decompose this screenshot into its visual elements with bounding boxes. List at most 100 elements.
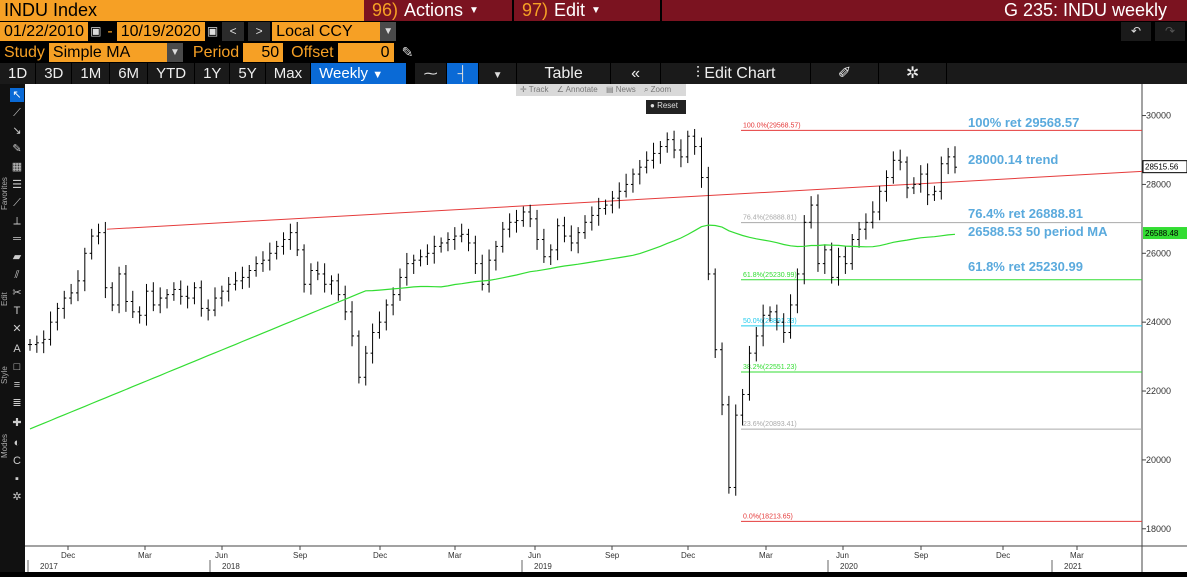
grid-tool-icon[interactable]: ▦ (11, 161, 23, 173)
fib-label: 0.0%(18213.65) (743, 513, 793, 520)
offset-field[interactable]: 0 (337, 43, 394, 62)
timeframe-1y[interactable]: 1Y (195, 63, 231, 84)
timeframe-5y[interactable]: 5Y (230, 63, 266, 84)
x-tick-label: Dec (681, 551, 695, 560)
line-tool-icon[interactable]: ⟋ (13, 107, 21, 119)
hline-tool-icon[interactable]: ═ (13, 233, 21, 245)
chart-area[interactable]: 18000 20000 22000 24000 26000 28000 30000 Dec Ma… (0, 84, 1187, 572)
redo-icon[interactable]: ↷ (1155, 22, 1185, 41)
chevron-down-icon[interactable]: ▼ (380, 22, 397, 41)
lines-tool-icon[interactable]: ≡ (13, 379, 21, 391)
frequency-select[interactable]: Weekly ▼ (311, 63, 408, 84)
bars-tool-icon[interactable]: ≣ (12, 397, 22, 409)
currency-select[interactable]: Local CCY (272, 22, 381, 41)
prev-period-button[interactable]: < (222, 22, 245, 41)
timeframe-3d[interactable]: 3D (36, 63, 73, 84)
measure-tool-icon[interactable]: ✕ (12, 323, 22, 335)
period-field[interactable]: 50 (243, 43, 284, 62)
line-chart-icon[interactable]: ⁓ (415, 63, 448, 84)
pen-tool-icon[interactable]: ✎ (12, 143, 22, 155)
cross-tool-icon[interactable]: ✚ (12, 417, 22, 429)
settings-icon[interactable]: ✲ (12, 491, 22, 503)
fib-tool-icon[interactable]: ☰ (12, 179, 22, 191)
table-button[interactable]: Table (517, 63, 612, 84)
chart-svg: 18000 20000 22000 24000 26000 28000 30000 Dec Ma… (25, 84, 1187, 572)
fib-label: 38.2%(22551.23) (743, 364, 797, 371)
next-period-button[interactable]: > (248, 22, 271, 41)
arrow-tool-icon[interactable]: ↘ (12, 125, 22, 137)
x-tick-label: Jun (528, 551, 541, 560)
timeframe-group: 1D 3D 1M 6M YTD 1Y 5Y Max (0, 63, 312, 84)
x-tick-label: Mar (1070, 551, 1084, 560)
annotation-trend: 28000.14 trend (968, 152, 1058, 167)
y-tick-label: 28000 (1146, 179, 1171, 189)
chart-type-dropdown[interactable]: ▼ (479, 63, 518, 84)
zoom-button[interactable]: ⌕ Zoom (643, 85, 672, 94)
annotate-button[interactable]: ∠ Annotate (556, 85, 598, 94)
title-bar: G 235: INDU weekly (662, 0, 1187, 21)
pen-icon[interactable]: ✎ (401, 44, 414, 60)
collapse-icon[interactable]: « (611, 63, 662, 84)
x-tick-label: Mar (759, 551, 773, 560)
track-button[interactable]: ✛ Track (520, 85, 549, 94)
timeframe-ytd[interactable]: YTD (148, 63, 196, 84)
chevron-down-icon: ▼ (492, 70, 503, 81)
x-tick-label: Mar (448, 551, 462, 560)
erase-tool-icon[interactable]: ✂ (12, 287, 22, 299)
box-tool-icon[interactable]: □ (13, 361, 21, 373)
marker-icon[interactable]: ▪ (15, 473, 19, 485)
ticker-field[interactable]: INDU Index (0, 0, 364, 21)
chevron-down-icon[interactable]: ▼ (166, 43, 183, 62)
year-label: 2021 (1064, 562, 1082, 571)
x-tick-label: Jun (836, 551, 849, 560)
x-tick-label: Jun (215, 551, 228, 560)
end-date-field[interactable]: 10/19/2020 (116, 22, 205, 41)
chart-icon: ⫶ (695, 65, 705, 82)
actions-num: 96) (372, 0, 399, 20)
period-label: Period (192, 44, 240, 61)
ruler-icon[interactable]: ✐ (811, 63, 880, 84)
edit-chart-button[interactable]: ⫶ Edit Chart (661, 63, 812, 84)
gear-icon[interactable]: ✲ (879, 63, 948, 84)
pointer-icon[interactable]: ↖ (10, 88, 24, 102)
news-button[interactable]: ▤ News (605, 85, 636, 94)
calendar-icon[interactable]: ▣ (206, 24, 219, 38)
annotation-ret100: 100% ret 29568.57 (968, 115, 1079, 130)
undo-icon[interactable]: ↶ (1121, 22, 1151, 41)
timeframe-6m[interactable]: 6M (110, 63, 149, 84)
calendar-icon[interactable]: ▣ (90, 24, 102, 38)
annotation-ret618: 61.8% ret 25230.99 (968, 259, 1083, 274)
timeframe-1m[interactable]: 1M (72, 63, 111, 84)
x-tick-label: Dec (996, 551, 1010, 560)
header-bar: INDU Index 96) Actions ▼ 97) Edit ▼ G 23… (0, 0, 1187, 21)
y-tick-label: 26000 (1146, 248, 1171, 258)
reset-button[interactable]: ● Reset (646, 100, 686, 114)
study-type-select[interactable]: Simple MA (48, 43, 167, 62)
style-label: Style (0, 366, 9, 384)
offset-label: Offset (291, 44, 334, 61)
font-tool-icon[interactable]: A (13, 343, 21, 355)
bar-chart-icon[interactable]: ┤ (447, 63, 480, 84)
timeframe-1d[interactable]: 1D (0, 63, 37, 84)
cycle-icon[interactable]: C (13, 455, 21, 467)
edit-menu[interactable]: 97) Edit ▼ (514, 0, 660, 21)
ruler-tool-icon[interactable]: ⟂ (13, 215, 21, 227)
y-tick-label: 30000 (1146, 111, 1171, 121)
timeframe-max[interactable]: Max (265, 63, 312, 84)
study-label: Study (4, 44, 45, 61)
actions-menu[interactable]: 96) Actions ▼ (364, 0, 512, 21)
annotate-label: Annotate (565, 85, 598, 94)
chevron-down-icon: ▼ (591, 5, 601, 16)
timeframe-bar: 1D 3D 1M 6M YTD 1Y 5Y Max Weekly ▼ ⁓ ┤ ▼ Table … (0, 63, 1187, 84)
favorites-label: Favorites (0, 177, 9, 211)
text-tool-icon[interactable]: T (13, 305, 21, 317)
channel-tool-icon[interactable]: ⫽ (14, 269, 20, 281)
last-price-label: 28515.56 (1145, 163, 1179, 172)
start-date-field[interactable]: 01/22/2010 (0, 22, 89, 41)
annotation-ma: 26588.53 50 period MA (968, 224, 1108, 239)
fib-label: 76.4%(26888.81) (743, 215, 797, 222)
trend-tool-icon[interactable]: ⟋ (13, 197, 21, 209)
fill-tool-icon[interactable]: ▰ (12, 251, 22, 263)
chevron-down-icon: ▼ (469, 5, 479, 16)
mode-tool-icon[interactable]: ◐ (13, 437, 21, 449)
